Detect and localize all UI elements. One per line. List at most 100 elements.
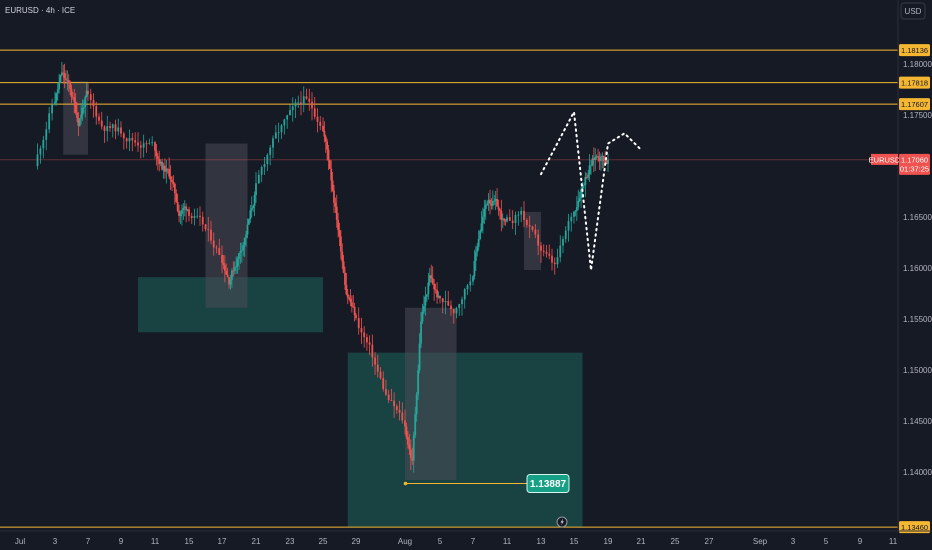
- y-tick-label: 1.18000: [903, 60, 932, 69]
- candle-body: [229, 279, 232, 285]
- candle-body: [580, 189, 582, 199]
- candle-body: [103, 126, 106, 132]
- x-tick-label: 15: [570, 537, 579, 546]
- candle-body: [226, 274, 229, 278]
- candle-body: [411, 458, 414, 461]
- candle-body: [338, 230, 341, 237]
- candle-body: [458, 304, 461, 309]
- candle-body: [63, 73, 66, 79]
- candle-body: [190, 215, 193, 218]
- candle-body: [342, 261, 345, 273]
- candle-body: [401, 412, 404, 421]
- candle-body: [253, 195, 256, 206]
- candle-body: [452, 309, 455, 314]
- candle-body: [428, 275, 431, 283]
- candle-body: [503, 218, 506, 221]
- candle-body: [479, 230, 481, 239]
- candle-body: [494, 198, 497, 201]
- candle-body: [514, 214, 517, 224]
- candle-body: [405, 426, 408, 438]
- candle-body: [51, 104, 53, 114]
- y-tick-label: 1.14000: [903, 468, 932, 477]
- candle-body: [67, 79, 70, 83]
- candle-body: [223, 264, 226, 271]
- candle-body: [182, 207, 185, 211]
- candle-body: [374, 357, 376, 365]
- candle-body: [349, 298, 352, 303]
- candle-body: [277, 132, 280, 133]
- candle-body: [302, 96, 305, 105]
- candle-body: [322, 125, 324, 131]
- candle-body: [577, 200, 580, 208]
- candle-body: [159, 161, 162, 165]
- candle-body: [145, 143, 148, 145]
- candle-body: [55, 93, 58, 102]
- candle-body: [575, 207, 578, 211]
- candle-body: [308, 98, 311, 102]
- candle-body: [517, 214, 520, 216]
- candle-body: [232, 270, 235, 272]
- candle-body: [313, 108, 316, 117]
- candle-body: [222, 262, 225, 265]
- horizontal-levels: [0, 49, 898, 528]
- candle-body: [272, 138, 274, 148]
- candle-body: [434, 289, 437, 291]
- currency-button[interactable]: USD: [900, 2, 926, 20]
- candle-body: [574, 210, 577, 212]
- candle-body: [58, 82, 61, 90]
- y-tick-label: 1.17500: [903, 111, 932, 120]
- candle-body: [142, 143, 145, 148]
- candle-body: [172, 182, 175, 184]
- x-tick-label: 25: [671, 537, 680, 546]
- bolt-icon[interactable]: [556, 516, 568, 528]
- candle-body: [483, 208, 486, 217]
- candle-body: [600, 156, 602, 161]
- candle-body: [74, 101, 77, 113]
- candle-body: [327, 149, 330, 161]
- candles: [36, 62, 609, 473]
- candle-body: [605, 161, 608, 164]
- candle-body: [215, 247, 218, 249]
- x-tick-label: Sep: [753, 537, 768, 546]
- candle-body: [80, 114, 83, 119]
- candle-body: [48, 113, 51, 130]
- candle-body: [578, 198, 581, 201]
- candle-body: [387, 394, 390, 400]
- candle-body: [559, 245, 562, 258]
- candle-body: [225, 270, 228, 275]
- candle-body: [594, 157, 597, 160]
- candle-body: [476, 246, 479, 253]
- candle-body: [473, 260, 476, 277]
- candle-body: [196, 215, 199, 217]
- candle-body: [250, 208, 253, 211]
- candle-body: [294, 102, 297, 107]
- candle-body: [233, 267, 236, 271]
- candle-body: [414, 414, 417, 436]
- candle-body: [420, 321, 422, 344]
- x-tick-label: 29: [352, 537, 361, 546]
- candle-body: [158, 158, 161, 165]
- candle-body: [56, 89, 59, 94]
- candle-body: [59, 75, 62, 83]
- candle-body: [81, 107, 84, 115]
- y-tick-label: 1.16500: [903, 213, 932, 222]
- candle-body: [164, 165, 166, 172]
- candle-body: [433, 283, 436, 290]
- candle-body: [151, 142, 154, 143]
- candle-body: [204, 224, 207, 230]
- candle-body: [210, 229, 212, 241]
- candle-body: [106, 126, 109, 132]
- candle-body: [269, 147, 272, 155]
- x-tick-label: 21: [252, 537, 261, 546]
- candle-body: [171, 179, 173, 183]
- candle-body: [131, 137, 134, 141]
- price-callout[interactable]: 1.13887: [403, 474, 570, 494]
- candle-body: [274, 132, 277, 139]
- candle-body: [117, 127, 120, 132]
- candle-body: [252, 205, 255, 209]
- candle-body: [508, 217, 511, 221]
- candle-body: [489, 199, 491, 204]
- candle-body: [98, 116, 100, 121]
- candle-body: [423, 305, 425, 312]
